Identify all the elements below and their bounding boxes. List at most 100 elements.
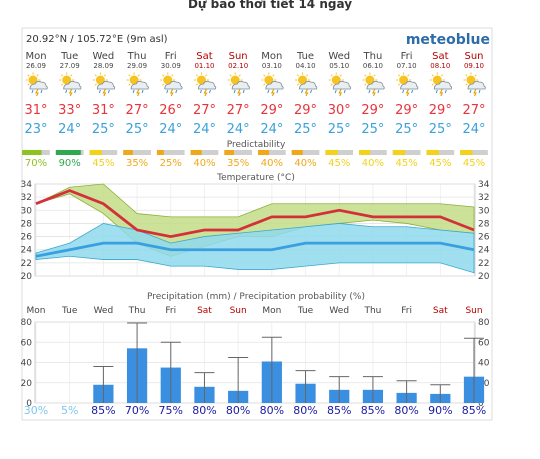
day-date: 04.10 [296,62,316,70]
min-temp-value: 25° [361,122,384,137]
min-temp-value: 23° [24,122,47,137]
predictability-bar [359,150,371,155]
precip-day-name: Sun [230,306,247,316]
sun-cloud-rain-thunder-icon [396,72,419,97]
day-name: Sun [464,51,483,62]
temperature-tick-label-right: 32 [478,193,489,203]
predictability-value: 90% [59,158,81,169]
temperature-tick-label-right: 24 [478,246,490,256]
temperature-tick-label: 26 [21,233,33,243]
day-date: 07.10 [397,62,417,70]
predictability-track [392,150,421,155]
max-temp-value: 33° [58,103,81,118]
min-temp-value: 25° [328,122,351,137]
precipitation-probability: 30% [24,404,48,417]
predictability-value: 45% [395,158,417,169]
temperature-tick-label-right: 26 [478,233,490,243]
day-date: 29.09 [127,62,147,70]
precipitation-probability: 5% [61,404,78,417]
meteoblue-logo[interactable]: meteoblue [406,32,490,48]
day-name: Wed [328,51,350,62]
predictability-bar [291,150,303,155]
predictability-track [89,150,118,155]
max-temp-value: 29° [395,103,418,118]
max-temp-value: 29° [294,103,317,118]
precip-day-name: Mon [27,306,46,316]
day-name: Sat [196,51,212,62]
predictability-value: 45% [463,158,485,169]
precipitation-tick-label: 40 [21,359,33,369]
precip-day-name: Thu [363,306,381,316]
temperature-tick-label-right: 28 [478,219,490,229]
precip-day-name: Wed [94,306,114,316]
precip-day-name: Thu [128,306,146,316]
temperature-tick-label: 24 [21,246,33,256]
precipitation-tick-label: 80 [21,318,33,328]
precipitation-tick-label: 60 [21,338,33,348]
predictability-track [190,150,219,155]
day-name: Fri [401,51,413,62]
day-name: Tue [296,51,314,62]
predictability-value: 40% [193,158,215,169]
precip-day-name: Sat [433,306,448,316]
predictability-value: 35% [126,158,148,169]
predictability-value: 25% [160,158,182,169]
sun-cloud-rain-thunder-icon [429,72,453,97]
precipitation-probability: 85% [361,404,385,417]
precipitation-probability: 75% [159,404,183,417]
page-title: Dự báo thời tiết 14 ngày [187,0,353,11]
max-temp-value: 26° [159,103,182,118]
predictability-value: 70% [25,158,47,169]
min-temp-value: 24° [462,122,485,137]
predictability-title: Predictability [227,140,286,150]
sun-cloud-rain-thunder-icon [463,72,486,97]
precipitation-probability: 85% [462,404,486,417]
sun-cloud-rain-thunder-icon [59,72,82,97]
temperature-tick-label-right: 30 [478,206,490,216]
max-temp-value: 27° [462,103,485,118]
predictability-track [426,150,455,155]
day-date: 26.09 [26,62,46,70]
sun-cloud-rain-thunder-icon [295,72,318,97]
min-temp-value: 25° [92,122,115,137]
precipitation-probability: 80% [192,404,216,417]
precip-day-name: Fri [165,306,176,316]
temperature-tick-label: 28 [21,219,33,229]
day-date: 27.09 [60,62,80,70]
precipitation-probability: 80% [394,404,418,417]
precipitation-tick-label: 0 [26,399,32,409]
predictability-track [460,150,488,155]
max-temp-value: 27° [193,103,216,118]
precipitation-tick-label-right: 0 [478,399,484,409]
predictability-track [359,150,387,155]
precipitation-tick-label: 20 [21,379,33,389]
max-temp-value: 31° [92,103,115,118]
temperature-tick-label-right: 22 [478,259,489,269]
min-temp-value: 25° [395,122,418,137]
day-name: Mon [261,51,282,62]
predictability-value: 35% [227,158,249,169]
precip-day-name: Wed [329,306,349,316]
min-temp-line [35,241,475,258]
temperature-tick-label-right: 20 [478,272,490,282]
day-name: Mon [25,51,46,62]
predictability-bar [392,150,406,155]
precipitation-probability: 80% [260,404,284,417]
precip-day-name: Tue [297,306,314,316]
sun-cloud-rain-thunder-icon [92,72,116,97]
day-name: Sun [229,51,248,62]
precip-day-name: Sat [197,306,212,316]
day-name: Thu [363,51,383,62]
predictability-bar [224,150,234,155]
predictability-track [224,150,252,155]
day-date: 01.10 [194,62,214,70]
max-temp-value: 29° [260,103,283,118]
day-date: 09.10 [464,62,484,70]
sun-cloud-rain-thunder-icon [25,72,48,97]
predictability-track [291,150,320,155]
temperature-tick-label: 30 [21,206,33,216]
day-name: Tue [60,51,78,62]
min-temp-value: 25° [294,122,317,137]
min-temp-band [35,223,475,274]
